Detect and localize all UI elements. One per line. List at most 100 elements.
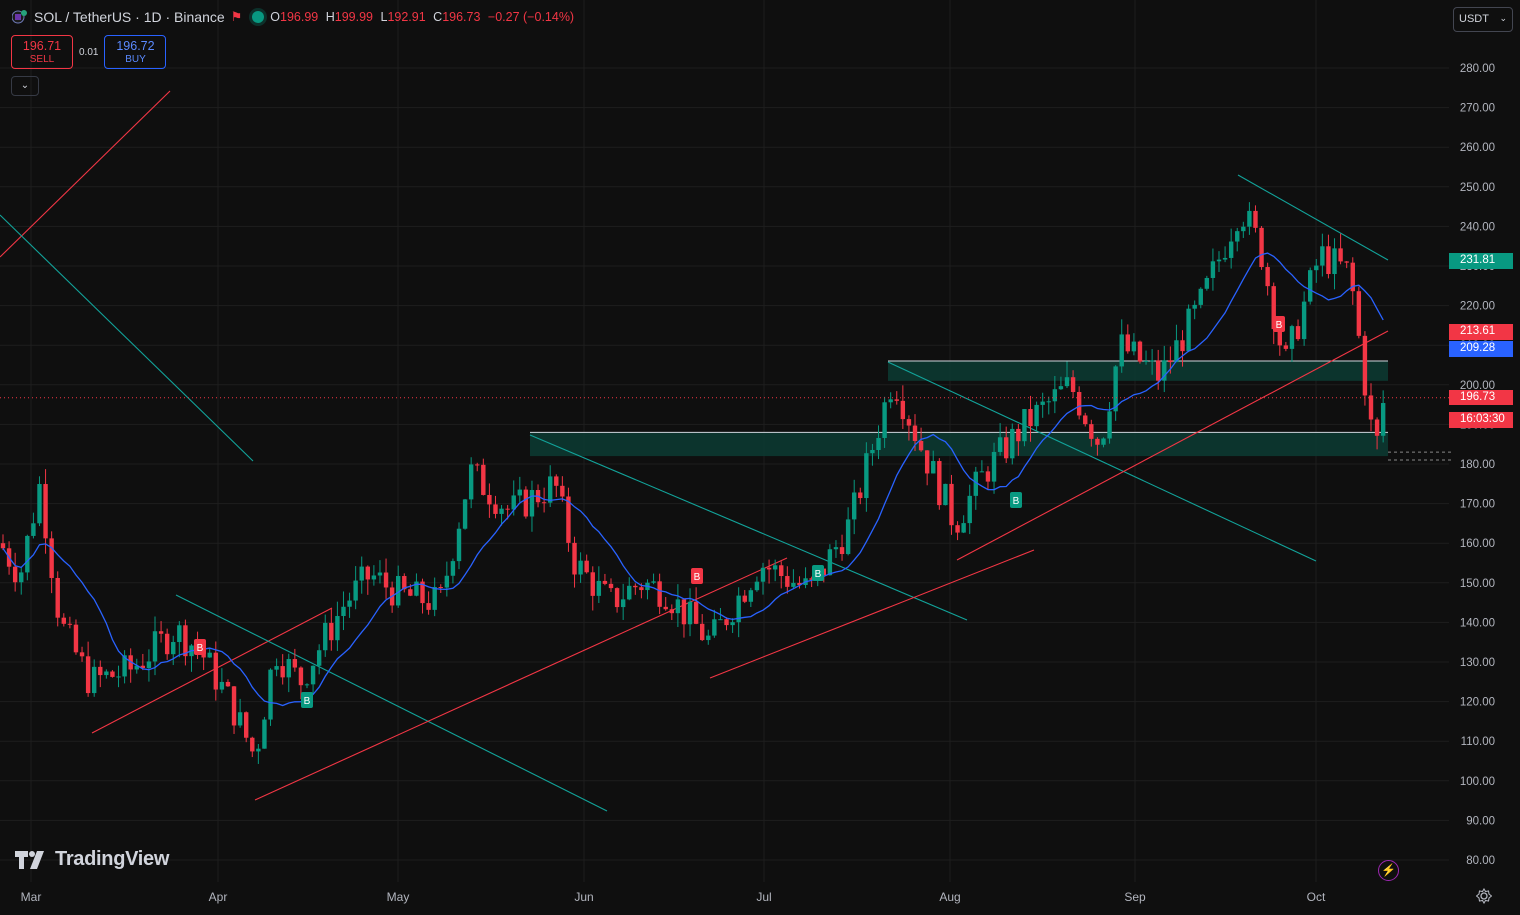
candle-body bbox=[1162, 360, 1167, 381]
candle-body bbox=[1004, 437, 1009, 459]
price-tick-label: 120.00 bbox=[1460, 697, 1495, 709]
candle-body bbox=[991, 451, 997, 482]
candle-body bbox=[456, 528, 462, 562]
candle-body bbox=[316, 650, 322, 666]
candle-body bbox=[25, 535, 30, 573]
time-tick-label: Jul bbox=[756, 890, 771, 904]
candle-body bbox=[310, 665, 316, 685]
trendline bbox=[91, 607, 333, 734]
candle-body bbox=[116, 676, 121, 678]
candle-body bbox=[219, 681, 225, 690]
candle-body bbox=[1253, 210, 1258, 228]
candle-body bbox=[523, 489, 529, 517]
signal-badge bbox=[301, 692, 313, 708]
collapse-legend-button[interactable]: ⌄ bbox=[11, 76, 39, 96]
tradingview-logo[interactable]: TradingView bbox=[15, 848, 169, 871]
candle-body bbox=[158, 631, 164, 634]
candle-body bbox=[1095, 438, 1100, 445]
lightning-icon[interactable]: ⚡ bbox=[1378, 860, 1399, 881]
candle-body bbox=[1149, 360, 1155, 362]
candle-body bbox=[614, 588, 620, 608]
price-badge-trendline: 213.61 bbox=[1449, 324, 1513, 340]
price-tick-label: 170.00 bbox=[1460, 499, 1495, 511]
candle-body bbox=[1186, 308, 1191, 352]
candle-body bbox=[845, 519, 851, 555]
candle-body bbox=[1192, 304, 1197, 309]
candle-body bbox=[329, 622, 334, 641]
candle-body bbox=[268, 669, 273, 720]
candle-body bbox=[505, 508, 510, 510]
flag-icon[interactable]: ⚑ bbox=[230, 9, 243, 24]
candle-body bbox=[171, 642, 176, 655]
candle-body bbox=[766, 567, 772, 570]
candle-body bbox=[43, 484, 48, 539]
candle-body bbox=[146, 661, 152, 669]
candle-body bbox=[906, 419, 912, 426]
price-tick-label: 270.00 bbox=[1460, 103, 1495, 115]
trendline bbox=[0, 214, 254, 462]
candle-body bbox=[1247, 210, 1252, 227]
candle-body bbox=[511, 495, 516, 510]
candle-body bbox=[79, 652, 85, 657]
candle-body bbox=[499, 508, 504, 514]
chevron-down-icon: ⌄ bbox=[20, 80, 30, 91]
candle-body bbox=[1028, 409, 1033, 427]
moving-average-line bbox=[2, 252, 1384, 707]
candle-body bbox=[1076, 391, 1082, 416]
signal-badge bbox=[1273, 316, 1285, 332]
candle-body bbox=[225, 681, 231, 687]
trendline bbox=[254, 557, 788, 801]
buy-button[interactable]: 196.72 BUY bbox=[104, 35, 167, 69]
candle-body bbox=[973, 471, 978, 496]
candle-body bbox=[231, 686, 237, 726]
currency-select[interactable]: USDT ⌄ bbox=[1453, 7, 1513, 32]
sell-button[interactable]: 196.71 SELL bbox=[11, 35, 73, 69]
candle-body bbox=[1210, 261, 1216, 278]
candle-body bbox=[462, 499, 468, 529]
candle-body bbox=[207, 652, 212, 658]
candle-body bbox=[92, 666, 97, 694]
price-tick-label: 220.00 bbox=[1460, 301, 1495, 313]
candles bbox=[0, 202, 1386, 764]
candle-body bbox=[1119, 334, 1124, 367]
candle-body bbox=[1083, 415, 1088, 425]
price-tick-label: 160.00 bbox=[1460, 538, 1495, 550]
candle-body bbox=[383, 572, 389, 588]
candle-body bbox=[1222, 257, 1228, 260]
candle-body bbox=[864, 453, 869, 499]
candle-body bbox=[1180, 340, 1185, 352]
candle-body bbox=[554, 476, 559, 486]
price-tick-label: 110.00 bbox=[1461, 736, 1495, 748]
symbol-title[interactable]: SOL / TetherUS · 1D · Binance bbox=[34, 9, 225, 25]
candle-body bbox=[1198, 288, 1203, 305]
candle-body bbox=[1350, 262, 1355, 292]
candle-body bbox=[286, 659, 291, 678]
candle-body bbox=[1228, 241, 1234, 258]
candle-body bbox=[979, 471, 985, 473]
price-tick-label: 280.00 bbox=[1460, 63, 1495, 75]
price-badge-take-profit: 231.81 bbox=[1449, 253, 1513, 269]
support-zones bbox=[530, 360, 1452, 461]
candle-body bbox=[1277, 329, 1282, 346]
candle-body bbox=[1034, 404, 1039, 427]
time-tick-label: Mar bbox=[21, 890, 42, 904]
candle-body bbox=[578, 560, 583, 575]
candle-body bbox=[718, 619, 723, 621]
candle-body bbox=[997, 437, 1003, 452]
candle-body bbox=[772, 565, 778, 570]
candle-body bbox=[657, 581, 662, 607]
candle-body bbox=[1168, 360, 1173, 363]
candle-body bbox=[1156, 360, 1161, 381]
gear-icon[interactable] bbox=[1476, 888, 1492, 904]
candle-body bbox=[371, 575, 377, 580]
candle-body bbox=[1089, 424, 1094, 439]
candle-body bbox=[323, 622, 328, 651]
signal-label: B bbox=[815, 569, 822, 580]
price-tick-label: 260.00 bbox=[1460, 142, 1495, 154]
candle-body bbox=[712, 619, 717, 636]
candle-body bbox=[12, 566, 18, 583]
candle-body bbox=[608, 583, 614, 589]
candle-body bbox=[304, 684, 310, 686]
candle-body bbox=[1016, 428, 1021, 442]
